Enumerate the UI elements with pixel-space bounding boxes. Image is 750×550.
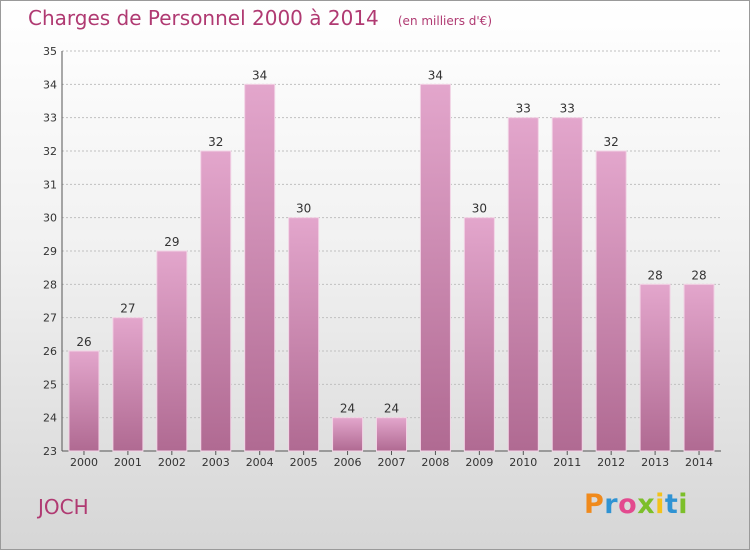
logo-letter: i xyxy=(655,489,665,520)
x-tick-label: 2014 xyxy=(685,456,713,469)
bar-2009 xyxy=(463,217,495,452)
bar-value-label: 33 xyxy=(516,102,531,116)
bar-value-label: 29 xyxy=(164,235,179,249)
chart-title: Charges de Personnel 2000 à 2014 xyxy=(28,6,379,30)
y-tick-label: 27 xyxy=(43,312,57,325)
x-tick-label: 2013 xyxy=(641,456,669,469)
x-tick-label: 2012 xyxy=(597,456,625,469)
bar-2006 xyxy=(332,417,364,452)
x-tick-label: 2011 xyxy=(553,456,581,469)
bar-2014 xyxy=(683,283,715,452)
bar-2011 xyxy=(551,117,583,452)
bar-value-label: 30 xyxy=(296,202,311,216)
x-tick-label: 2007 xyxy=(378,456,406,469)
y-tick-label: 23 xyxy=(43,445,57,458)
x-tick-label: 2004 xyxy=(246,456,274,469)
bar-value-label: 27 xyxy=(120,302,135,316)
y-tick-label: 29 xyxy=(43,245,57,258)
bar-value-label: 26 xyxy=(76,335,91,349)
bar-2013 xyxy=(639,283,671,452)
y-tick-label: 32 xyxy=(43,145,57,158)
y-tick-label: 25 xyxy=(43,378,57,391)
chart-unit-note: (en milliers d'€) xyxy=(397,14,492,28)
logo-letter: o xyxy=(618,489,638,520)
x-tick-label: 2010 xyxy=(509,456,537,469)
y-tick-label: 35 xyxy=(43,45,57,58)
logo-letter: i xyxy=(678,489,689,520)
bar-2003 xyxy=(200,150,232,452)
bar-value-label: 28 xyxy=(647,268,662,282)
y-tick-label: 24 xyxy=(43,412,57,425)
y-tick-label: 26 xyxy=(43,345,57,358)
commune-name: JOCH xyxy=(38,495,89,519)
bar-2005 xyxy=(288,217,320,452)
bar-2012 xyxy=(595,150,627,452)
bar-2007 xyxy=(376,417,407,452)
bar-2010 xyxy=(507,117,539,452)
y-tick-label: 30 xyxy=(43,212,57,225)
bar-value-label: 33 xyxy=(560,102,575,116)
y-tick-label: 33 xyxy=(43,112,57,125)
bar-2004 xyxy=(244,83,276,452)
bar-2000 xyxy=(68,350,100,452)
bar-value-label: 24 xyxy=(384,402,399,416)
y-tick-label: 28 xyxy=(43,278,57,291)
x-tick-label: 2006 xyxy=(334,456,362,469)
x-tick-label: 2003 xyxy=(202,456,230,469)
title-row: Charges de Personnel 2000 à 2014 (en mil… xyxy=(28,6,492,30)
bar-value-label: 32 xyxy=(208,135,223,149)
x-tick-label: 2009 xyxy=(465,456,493,469)
bar-value-label: 34 xyxy=(252,68,267,82)
y-tick-label: 34 xyxy=(43,78,57,91)
x-tick-label: 2002 xyxy=(158,456,186,469)
x-tick-label: 2008 xyxy=(421,456,449,469)
bar-value-label: 32 xyxy=(604,135,619,149)
logo-letter: r xyxy=(604,489,619,520)
logo-letter: t xyxy=(664,489,679,520)
bar-value-label: 34 xyxy=(428,68,443,82)
bar-value-label: 30 xyxy=(472,202,487,216)
bar-value-label: 24 xyxy=(340,402,355,416)
logo-letter: P xyxy=(584,489,605,520)
x-tick-label: 2005 xyxy=(290,456,318,469)
y-tick-label: 31 xyxy=(43,178,57,191)
x-tick-label: 2001 xyxy=(114,456,142,469)
x-tick-label: 2000 xyxy=(70,456,98,469)
proxiti-logo[interactable]: Proxiti xyxy=(584,489,688,520)
bar-2001 xyxy=(112,317,144,452)
bar-2008 xyxy=(419,83,451,452)
bar-2002 xyxy=(156,250,188,452)
bar-value-label: 28 xyxy=(691,268,706,282)
logo-letter: x xyxy=(637,489,656,520)
